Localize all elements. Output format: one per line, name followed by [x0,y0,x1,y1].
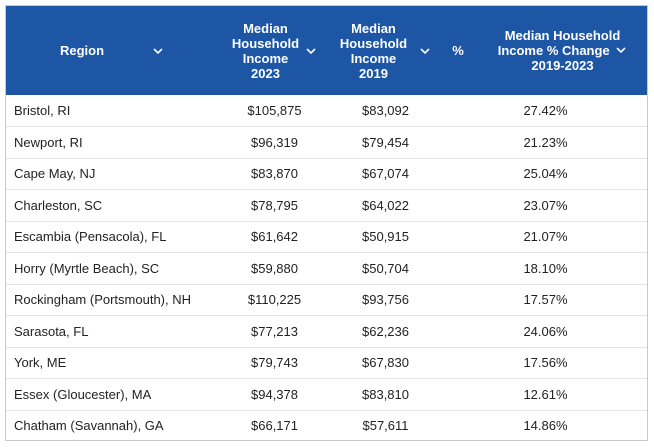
cell-change: 21.23% [523,134,568,150]
cell-change: 25.04% [523,166,568,182]
cell-income-2023: $61,642 [251,229,298,245]
cell-change: 24.06% [523,323,568,339]
cell-percent [440,284,476,316]
cell-income-2019: $67,830 [362,355,409,371]
cell-income-2019: $83,810 [362,386,409,402]
header-income-2023-line2: Household [231,35,300,51]
income-table: Region Median Household Income 2023 [6,6,647,440]
cell-income-2023: $66,171 [251,418,298,434]
cell-income-2023: $79,743 [251,355,298,371]
header-income-2023[interactable]: Median Household Income 2023 [218,6,331,95]
cell-region: Charleston, SC [14,197,103,213]
cell-income-2019: $57,611 [362,418,409,434]
table-header-row: Region Median Household Income 2023 [6,6,647,95]
header-income-2023-line4: 2023 [251,65,280,81]
header-change[interactable]: Median Household Income % Change 2019-20… [476,6,647,95]
cell-income-2023: $105,875 [247,103,302,118]
cell-change: 23.07% [523,197,568,213]
header-income-2023-line3: Income [242,50,289,66]
cell-income-2023: $77,213 [251,323,298,339]
header-income-2019-line3: Income [350,50,397,66]
table-row: Charleston, SC $78,795 $64,022 23.07% [6,190,647,222]
cell-percent [440,127,476,159]
cell-region: Sarasota, FL [14,323,89,339]
cell-change: 21.07% [523,229,568,245]
cell-region: Horry (Myrtle Beach), SC [14,260,160,276]
data-table-container: Region Median Household Income 2023 [5,5,648,441]
chevron-down-icon[interactable] [305,45,317,57]
table-row: Horry (Myrtle Beach), SC $59,880 $50,704 18… [6,253,647,285]
cell-percent [440,158,476,190]
cell-income-2019: $50,704 [362,260,409,276]
cell-region: Escambia (Pensacola), FL [14,229,167,245]
cell-income-2023: $94,378 [251,386,298,402]
cell-percent [440,221,476,253]
header-income-2019-line2: Household [339,35,408,51]
chevron-down-icon[interactable] [615,44,627,56]
cell-income-2019: $67,074 [362,166,409,182]
header-change-line3: 2019-2023 [531,58,594,73]
cell-percent [440,316,476,348]
header-percent[interactable]: % [440,6,476,95]
header-region-label: Region [59,43,105,58]
table-row: Sarasota, FL $77,213 $62,236 24.06% [6,316,647,348]
header-percent-label: % [452,43,464,58]
cell-income-2019: $62,236 [362,323,409,339]
header-region[interactable]: Region [6,6,218,95]
cell-change: 14.86% [523,418,568,434]
cell-region: Newport, RI [14,134,83,150]
chevron-down-icon[interactable] [152,45,164,57]
table-row: Essex (Gloucester), MA $94,378 $83,810 12.6… [6,379,647,411]
table-row: Bristol, RI $105,875 $83,092 27.42% [6,95,647,127]
chevron-down-icon[interactable] [419,45,431,57]
cell-income-2019: $93,756 [362,292,409,308]
cell-region: Bristol, RI [14,103,71,118]
cell-income-2023: $83,870 [251,166,298,182]
cell-income-2019: $50,915 [362,229,409,245]
cell-income-2019: $83,092 [362,103,409,118]
table-row: Chatham (Savannah), GA $66,171 $57,611 14.8… [6,410,647,440]
cell-income-2019: $79,454 [362,134,409,150]
cell-region: Rockingham (Portsmouth), NH [14,292,191,308]
header-income-2023-line1: Median [243,20,288,36]
header-income-2019-line1: Median [351,20,396,36]
table-body: Bristol, RI $105,875 $83,092 27.42% Newport,… [6,95,647,440]
cell-region: Chatham (Savannah), GA [14,418,164,434]
cell-percent [440,379,476,411]
cell-region: Essex (Gloucester), MA [14,386,152,402]
cell-change: 17.56% [523,355,568,371]
cell-income-2023: $59,880 [251,260,298,276]
cell-region: Cape May, NJ [14,166,96,182]
table-row: Cape May, NJ $83,870 $67,074 25.04% [6,158,647,190]
table-row: Escambia (Pensacola), FL $61,642 $50,915 21… [6,221,647,253]
cell-percent [440,253,476,285]
cell-income-2019: $64,022 [362,197,409,213]
cell-change: 12.61% [523,386,568,402]
cell-percent [440,347,476,379]
header-change-line1: Median Household [504,28,621,43]
header-change-line2: Income % Change [497,43,610,58]
cell-change: 17.57% [523,292,568,308]
cell-income-2023: $78,795 [251,197,298,213]
cell-change: 18.10% [523,260,568,276]
header-income-2019-line4: 2019 [359,65,388,81]
cell-change: 27.42% [523,103,568,118]
header-income-2019[interactable]: Median Household Income 2019 [331,6,440,95]
table-row: Newport, RI $96,319 $79,454 21.23% [6,127,647,159]
cell-region: York, ME [14,355,67,371]
table-row: Rockingham (Portsmouth), NH $110,225 $93,7… [6,284,647,316]
cell-income-2023: $96,319 [251,134,298,150]
cell-income-2023: $110,225 [247,292,302,308]
cell-percent [440,190,476,222]
table-row: York, ME $79,743 $67,830 17.56% [6,347,647,379]
cell-percent [440,95,476,127]
cell-percent [440,410,476,440]
